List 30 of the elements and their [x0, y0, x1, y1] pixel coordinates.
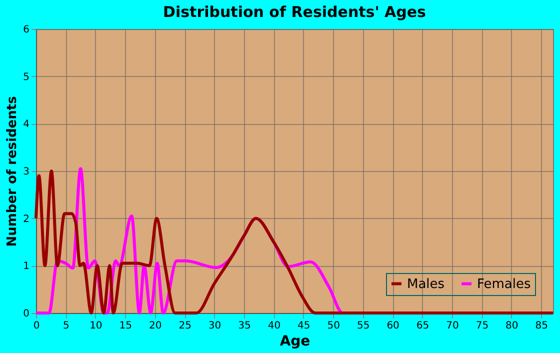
x-tick-label: 65: [416, 320, 430, 332]
y-axis-title: Number of residents: [5, 96, 20, 247]
y-tick-label: 1: [23, 261, 30, 272]
x-tick-label: 5: [63, 320, 70, 332]
y-tick-label: 0: [23, 308, 30, 320]
x-tick-label: 80: [506, 320, 518, 332]
x-tick-label: 50: [327, 320, 340, 332]
y-tick-label: 3: [23, 166, 30, 178]
x-tick-label: 15: [119, 320, 132, 332]
x-tick-label: 60: [386, 320, 400, 332]
x-tick-label: 30: [208, 320, 222, 332]
y-tick-label: 5: [23, 72, 30, 83]
x-tick-label: 40: [268, 320, 281, 332]
chart-title: Distribution of Residents' Ages: [163, 3, 426, 21]
x-tick-label: 55: [356, 320, 370, 332]
x-tick-label: 35: [238, 320, 251, 332]
legend-label: Females: [477, 276, 532, 292]
x-tick-label: 0: [33, 320, 40, 332]
y-tick-label: 4: [23, 119, 30, 130]
legend-label: Males: [407, 276, 445, 292]
x-tick-label: 10: [90, 320, 102, 332]
x-tick-label: 45: [298, 320, 310, 332]
y-tick-label: 2: [23, 214, 30, 225]
y-tick-label: 6: [23, 24, 30, 36]
x-tick-label: 85: [535, 320, 548, 332]
x-tick-label: 25: [178, 320, 192, 332]
x-tick-label: 75: [476, 320, 489, 332]
x-tick-label: 70: [446, 320, 459, 332]
x-axis-title: Age: [280, 334, 310, 350]
x-tick-label: 20: [148, 320, 162, 332]
